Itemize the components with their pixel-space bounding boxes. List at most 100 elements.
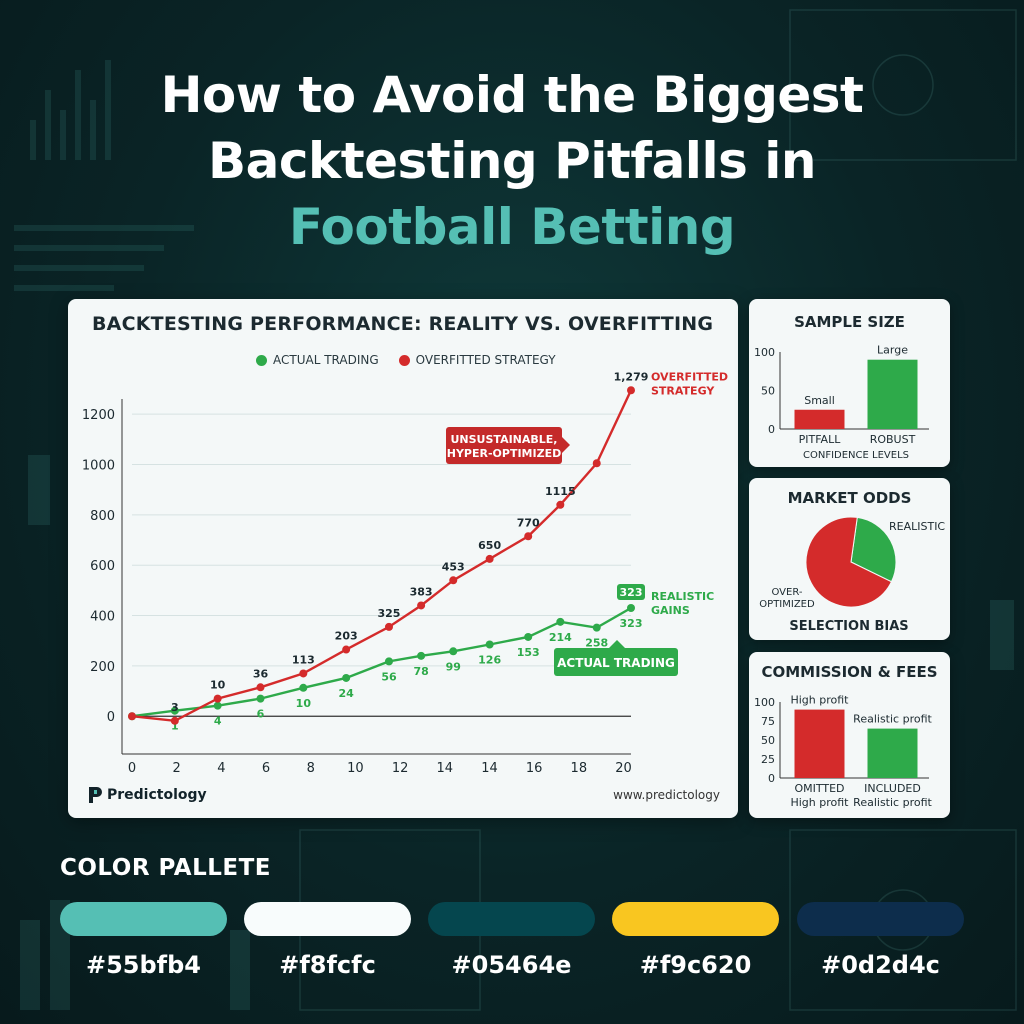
pie-label-over-optimized-1: OVER- (771, 587, 802, 598)
overfitted-strategy-data-label: 650 (478, 539, 501, 552)
x-tick-label: 4 (217, 761, 225, 776)
overfitted-strategy-data-label: 113 (292, 653, 315, 666)
overfitted-strategy-data-label: 453 (442, 560, 465, 573)
unsustainable-callout-line-1: UNSUSTAINABLE, (451, 433, 558, 446)
overfitted-end-label: OVERFITTED (651, 370, 728, 383)
palette-swatch-label: #f9c620 (639, 951, 752, 979)
legend-overfitted: OVERFITTED STRATEGY (398, 353, 556, 367)
x-tick-label: 2 (173, 761, 181, 776)
actual-trading-point (256, 694, 265, 703)
x-tick-label: 12 (392, 761, 409, 776)
bar-robust (867, 359, 918, 429)
x-tick-label: 8 (307, 761, 315, 776)
overfitted-strategy-point (627, 386, 635, 395)
pie-label-over-optimized-2: OPTIMIZED (759, 599, 815, 610)
category-sublabel: High profit (790, 796, 849, 809)
x-tick-label: 0 (128, 761, 136, 776)
actual-trading-data-label: 78 (413, 665, 428, 678)
legend-actual-label: ACTUAL TRADING (273, 353, 379, 367)
headline-line-2: Backtesting Pitfalls in (207, 132, 817, 190)
palette-swatch-label: #05464e (451, 951, 572, 979)
bar-omitted (794, 709, 845, 778)
actual-trading-tag-label: ACTUAL TRADING (557, 656, 675, 670)
unsustainable-callout-pointer (562, 437, 570, 453)
chart-legend: ACTUAL TRADING OVERFITTED STRATEGY (256, 353, 556, 367)
actual-trading-data-label: 258 (585, 637, 608, 650)
actual-trading-point (627, 604, 635, 612)
overfitted-end-label: STRATEGY (651, 384, 715, 397)
y-tick-label: 800 (90, 509, 115, 524)
overfitted-strategy-data-label: 3 (171, 701, 179, 714)
y-tick-label: 0 (768, 423, 775, 436)
overfitted-strategy-data-label: 325 (378, 607, 401, 620)
actual-trading-data-label: 99 (446, 660, 461, 673)
legend-overfitted-marker (398, 354, 410, 366)
palette-swatch (428, 902, 595, 936)
y-tick-label: 75 (761, 715, 775, 728)
pie-slice-over-optimized (805, 516, 893, 608)
pie-slice-realistic (850, 516, 897, 583)
website-url: www.predictology (613, 788, 720, 802)
actual-trading-point (170, 706, 179, 715)
category-sublabel: Realistic profit (853, 796, 932, 809)
x-tick-label: 18 (571, 761, 588, 776)
overfitted-strategy-data-label: 1,279 (614, 370, 649, 383)
actual-trading-point (384, 657, 393, 666)
y-tick-label: 1000 (82, 459, 115, 474)
overfitted-strategy-point (556, 500, 565, 509)
pie-caption: SELECTION BIAS (789, 619, 908, 634)
category-label: OMITTED (794, 782, 844, 795)
overfitted-strategy-point (524, 532, 533, 541)
overfitted-strategy-point (384, 622, 393, 631)
actual-trading-point (213, 701, 222, 710)
bar-included (867, 728, 918, 778)
overfitted-strategy-point (299, 669, 308, 678)
y-tick-label: 200 (90, 660, 115, 675)
overfitted-strategy-point (592, 459, 601, 468)
x-tick-label: 14 (437, 761, 454, 776)
realistic-gains-label-1: REALISTIC (651, 590, 714, 603)
legend-actual: ACTUAL TRADING (256, 353, 379, 367)
bar-pitfall (794, 409, 845, 429)
headline-line-3: Football Betting (288, 198, 736, 256)
actual-trading-point (299, 683, 308, 692)
market-odds-card: MARKET ODDS REALISTIC OVER- OPTIMIZED SELEC… (749, 478, 950, 640)
sample-size-card: SAMPLE SIZE 0 50 100 Small PITFALL Large ROBUS… (749, 299, 950, 467)
predictology-logo-icon (89, 787, 102, 803)
realistic-gains-label-2: GAINS (651, 604, 690, 617)
palette-swatch-label: #55bfb4 (85, 951, 201, 979)
actual-trading-end-badge-label: 323 (620, 586, 643, 599)
palette-swatch (797, 902, 964, 936)
actual-trading-point (592, 623, 601, 632)
actual-trading-data-label: 1 (171, 720, 179, 733)
actual-trading-point (417, 651, 426, 660)
legend-actual-marker (256, 354, 267, 366)
actual-trading-data-label: 126 (478, 654, 501, 667)
actual-trading-data-label: 24 (339, 687, 355, 700)
x-tick-label: 14 (481, 761, 498, 776)
unsustainable-callout-box (446, 427, 562, 464)
x-tick-label: 6 (262, 761, 270, 776)
palette-title: COLOR PALLETE (60, 855, 272, 881)
y-tick-label: 25 (761, 753, 775, 766)
overfitted-strategy-point (485, 554, 494, 563)
actual-trading-data-label: 153 (517, 646, 540, 659)
actual-trading-point (342, 673, 351, 682)
legend-overfitted-label: OVERFITTED STRATEGY (415, 353, 556, 367)
overfitted-strategy-point (213, 694, 222, 703)
actual-trading-point (485, 640, 494, 649)
actual-trading-data-label: 56 (381, 670, 397, 683)
commission-card: COMMISSION & FEES 0 25 50 75 100 High profit O… (749, 652, 950, 818)
bar-value-label: High profit (790, 694, 849, 707)
overfitted-strategy-line (131, 389, 633, 723)
y-tick-label: 50 (761, 385, 775, 398)
palette-swatch-label: #0d2d4c (821, 951, 940, 979)
overfitted-strategy-point (449, 576, 458, 585)
y-tick-label: 100 (754, 346, 775, 359)
y-tick-label: 0 (107, 710, 115, 725)
actual-trading-point (556, 617, 565, 626)
actual-trading-data-label: 323 (620, 617, 643, 630)
commission-title: COMMISSION & FEES (761, 663, 938, 681)
overfitted-strategy-data-label: 1115 (545, 485, 576, 498)
overfitted-strategy-data-label: 36 (253, 667, 269, 680)
